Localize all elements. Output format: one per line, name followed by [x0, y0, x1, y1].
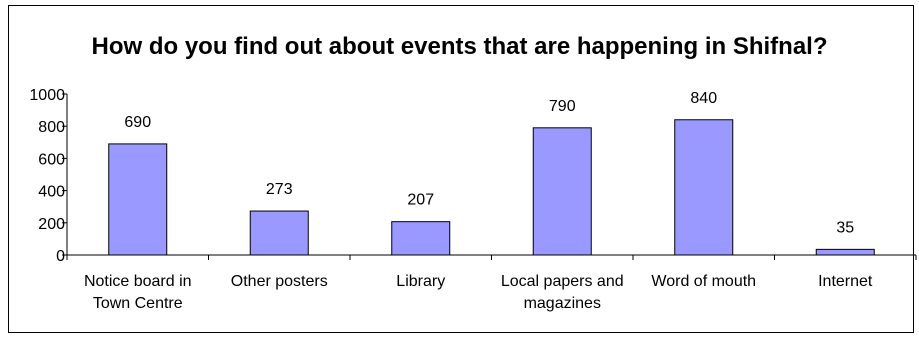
y-tick-label: 600 [38, 151, 65, 168]
category-label: Notice board in [84, 273, 192, 290]
data-label: 790 [549, 98, 576, 115]
category-label: Library [396, 273, 445, 290]
data-label: 840 [690, 90, 717, 107]
y-tick-label: 1000 [29, 87, 65, 104]
bar [108, 143, 168, 256]
bar [391, 221, 451, 256]
data-label: 35 [836, 219, 854, 236]
category-label: magazines [524, 295, 601, 312]
category-label: Other posters [231, 273, 328, 290]
y-tick-label: 200 [38, 216, 65, 233]
y-tick-label: 400 [38, 184, 65, 201]
category-label: Word of mouth [651, 273, 756, 290]
category-label: Local papers and [501, 273, 624, 290]
category-label: Town Centre [93, 295, 183, 312]
y-tick-label: 0 [56, 248, 65, 265]
data-label: 690 [124, 114, 151, 131]
bar [249, 210, 309, 256]
data-label: 207 [407, 192, 434, 209]
data-label: 273 [266, 181, 293, 198]
chart-title: How do you find out about events that ar… [91, 33, 828, 60]
category-label: Internet [818, 273, 873, 290]
y-tick-label: 800 [38, 119, 65, 136]
bar [674, 119, 734, 256]
bar [815, 248, 875, 256]
bar [532, 127, 592, 256]
